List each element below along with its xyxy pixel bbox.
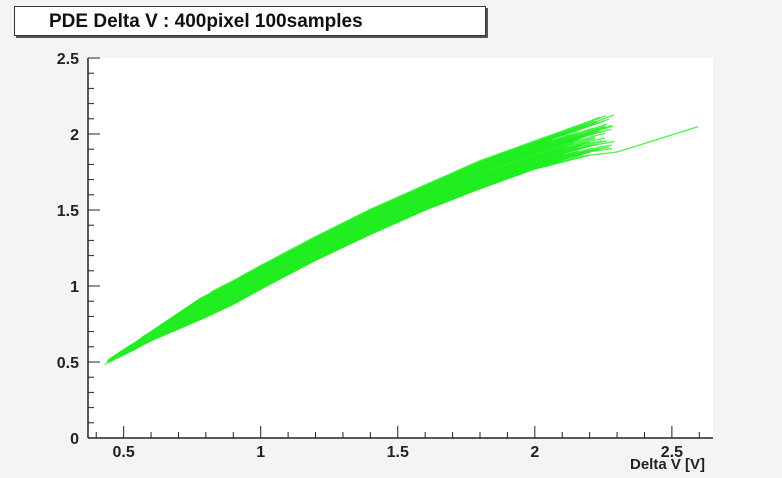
sample-curve xyxy=(125,146,565,353)
x-tick-label: 1.5 xyxy=(387,444,409,461)
y-tick-label: 1 xyxy=(70,279,79,296)
sample-curve xyxy=(200,150,580,316)
x-tick-label: 1 xyxy=(256,444,265,461)
y-tick-label: 0 xyxy=(70,431,79,448)
y-tick-label: 0.5 xyxy=(57,355,79,372)
x-tick-label: 0.5 xyxy=(113,444,135,461)
sample-curve xyxy=(155,115,607,329)
x-tick-label: 2 xyxy=(530,444,539,461)
curves-group xyxy=(104,114,699,366)
sample-curve xyxy=(135,126,587,344)
chart-title: PDE Delta V : 400pixel 100samples xyxy=(14,6,486,36)
sample-curve xyxy=(129,153,575,353)
y-tick-label: 1.5 xyxy=(57,203,79,220)
y-tick-label: 2.5 xyxy=(57,51,79,68)
plot-frame xyxy=(88,58,713,438)
sample-curve xyxy=(167,123,608,325)
sample-curve xyxy=(151,139,553,334)
x-axis-title: Delta V [V] xyxy=(630,456,705,473)
sample-curve xyxy=(194,154,590,323)
sample-curve xyxy=(210,116,601,293)
axis-ticks: 0.5 1 1.5 2 2.5 0 0.5 1 1.5 2 2.5 xyxy=(57,51,700,461)
sample-curve xyxy=(104,141,588,366)
y-tick-label: 2 xyxy=(70,127,79,144)
x-tick-label: 2.5 xyxy=(661,444,683,461)
sample-curve xyxy=(199,138,579,309)
